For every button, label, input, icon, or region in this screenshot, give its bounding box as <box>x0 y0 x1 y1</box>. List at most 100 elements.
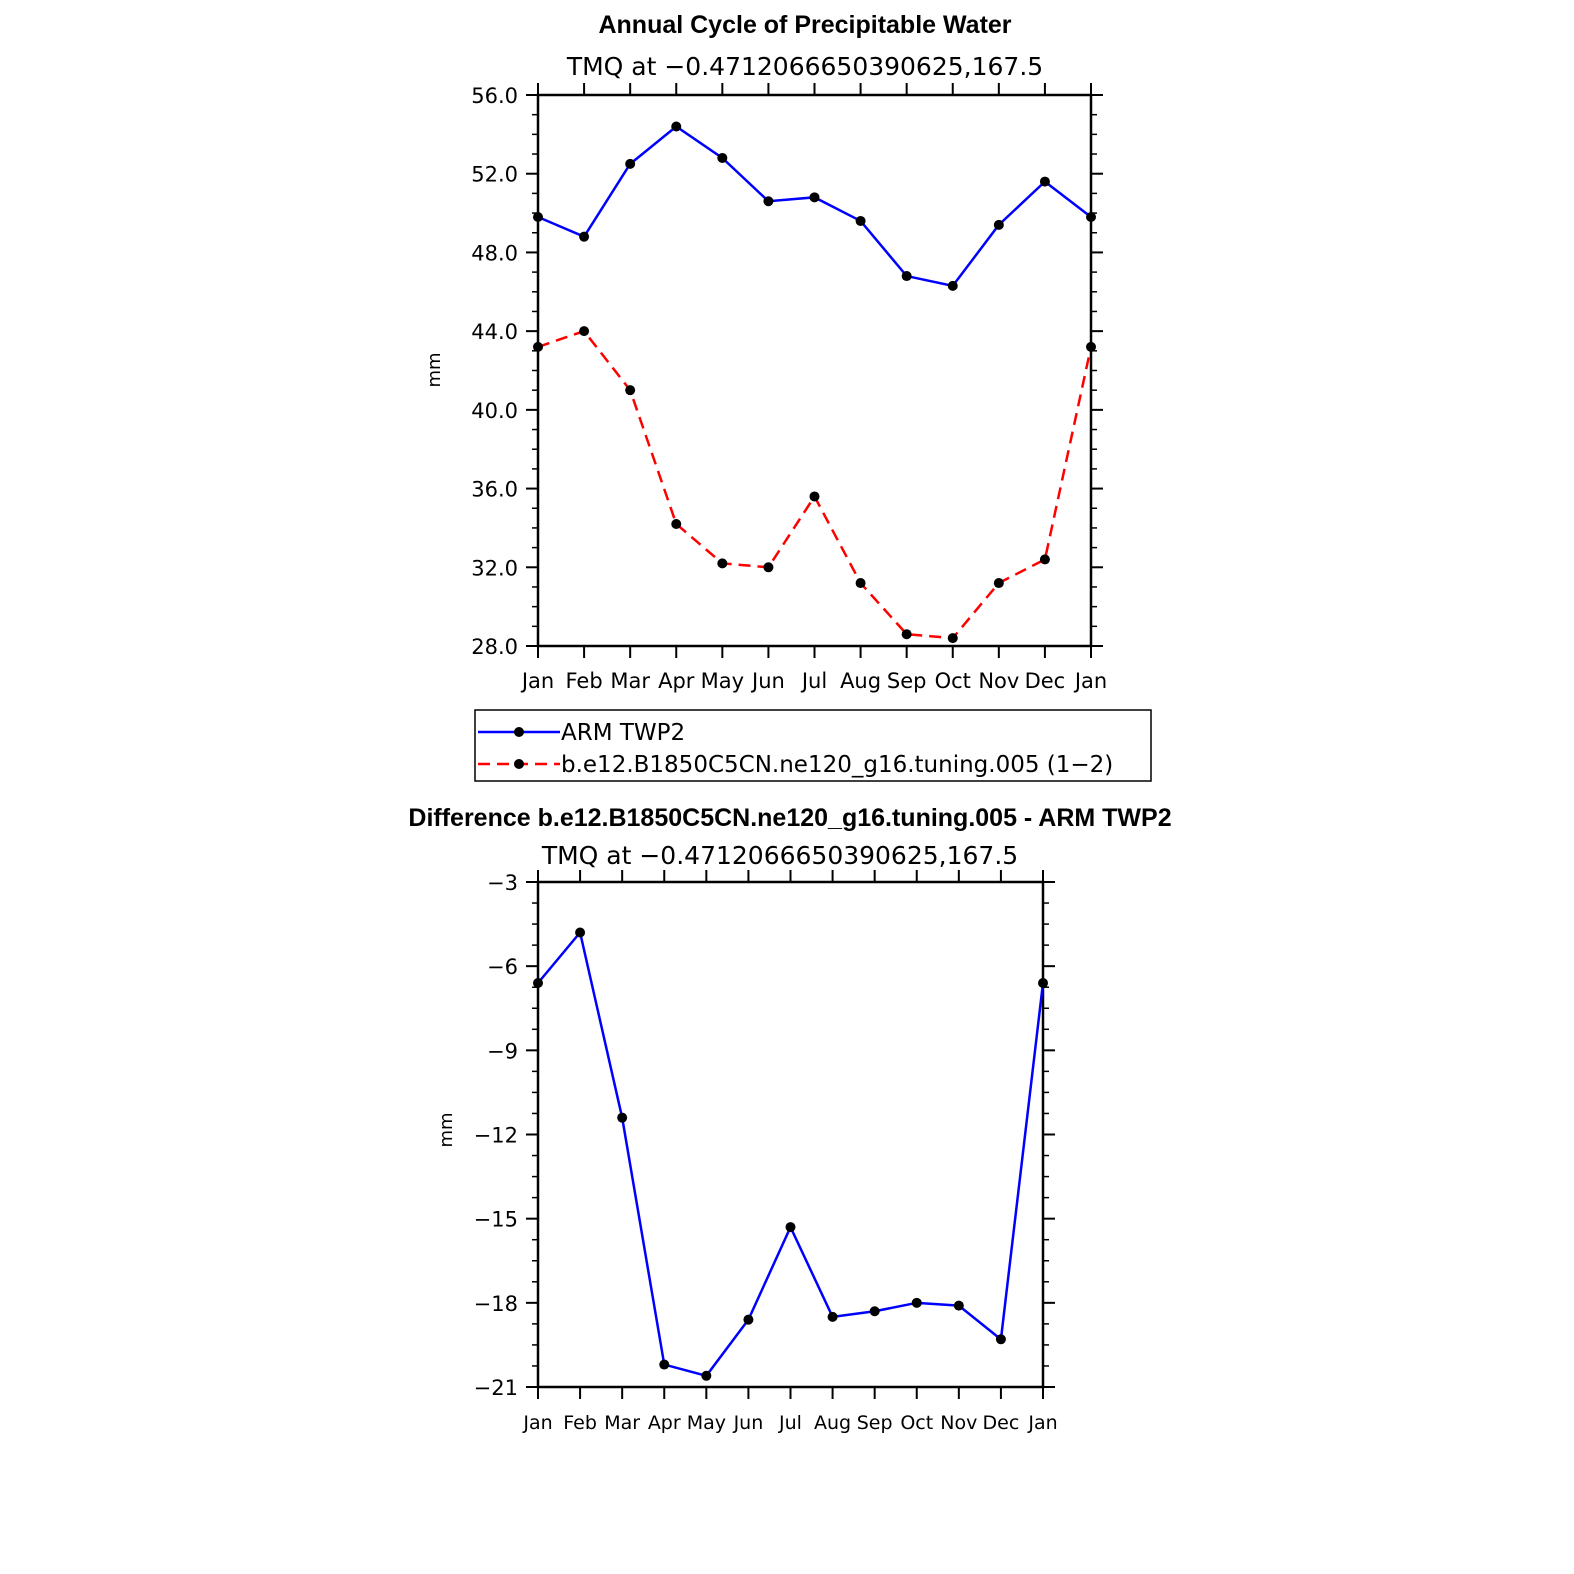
chart1-xtick-label: Jun <box>750 669 785 693</box>
chart2-ytick-label: −6 <box>487 955 518 979</box>
chart2-xtick-label: Jun <box>733 1412 764 1434</box>
chart1-series-1-point <box>993 578 1004 589</box>
chart2-axes: −21 −18 −15 −12 −9 −6 −3 Jan Feb Mar Apr May Jun Jul A… <box>474 870 1058 1434</box>
chart2-ytick-label: −12 <box>474 1124 518 1148</box>
chart1-ytick-label: 28.0 <box>471 635 518 659</box>
chart1-ytick-label: 56.0 <box>471 84 518 108</box>
chart1-series-0-point <box>1086 212 1096 223</box>
chart1-xtick-label: Apr <box>658 669 695 693</box>
chart1-xtick-label: Dec <box>1025 669 1066 693</box>
chart1-series-1-point <box>763 562 774 573</box>
chart1-axes: 28.0 32.0 36.0 40.0 44.0 48.0 52.0 56.0 Jan Feb Ma… <box>471 83 1107 693</box>
chart1-xtick-label: Nov <box>978 669 1019 693</box>
chart1-ytick-label: 32.0 <box>471 556 518 580</box>
chart1-series-0-point <box>993 219 1004 230</box>
chart2-subtitle: TMQ at −0.4712066650390625,167.5 <box>541 841 1018 870</box>
chart2-series-0-point <box>575 927 586 938</box>
chart2-series-0-line <box>537 929 1045 1378</box>
chart1-series-1-point <box>1039 554 1050 565</box>
chart2-series-0-point <box>869 1306 880 1317</box>
legend: ARM TWP2 b.e12.B1850C5CN.ne120_g16.tunin… <box>474 709 1152 782</box>
chart1-xtick-label: Jan <box>1073 669 1107 693</box>
chart1-marks <box>533 121 1096 644</box>
chart1-series-0-point <box>533 212 543 223</box>
chart2-xtick-label: Jan <box>522 1412 552 1434</box>
chart2-ytick-label: −21 <box>474 1376 518 1400</box>
chart2-ytick-label: −15 <box>474 1208 518 1232</box>
chart1-series-0-point <box>671 121 682 132</box>
chart1-series-0-point <box>717 152 728 163</box>
chart2-xtick-label: May <box>687 1412 726 1434</box>
chart2-xtick-label: Oct <box>900 1412 933 1434</box>
chart2-marks <box>533 927 1048 1381</box>
chart1-xtick-label: Jan <box>520 669 554 693</box>
chart1-series-0-point <box>625 158 636 169</box>
chart2-series-0-point <box>995 1334 1006 1345</box>
chart1-ytick-label: 52.0 <box>471 163 518 187</box>
chart1-subtitle: TMQ at −0.4712066650390625,167.5 <box>566 52 1043 81</box>
chart2-xtick-label: Nov <box>940 1412 977 1434</box>
chart2-xtick-label: Sep <box>857 1412 893 1434</box>
chart2-xtick-label: Jul <box>778 1412 802 1434</box>
chart2-series-0-point <box>827 1311 838 1322</box>
chart2-xtick-label: Dec <box>983 1412 1020 1434</box>
chart1-series-1-point <box>717 558 728 569</box>
legend-marker-model <box>514 759 524 769</box>
chart2-series-0-point <box>1038 978 1048 988</box>
chart1-xtick-label: Mar <box>610 669 650 693</box>
chart1-series-0-point <box>809 192 820 203</box>
chart1-series-1-point <box>671 518 682 529</box>
chart2-ytick-label: −3 <box>487 871 518 895</box>
chart1-xtick-label: Oct <box>935 669 971 693</box>
chart1-xtick-label: Jul <box>800 669 827 693</box>
chart2-xtick-label: Aug <box>814 1412 851 1434</box>
chart1-series-0-point <box>1039 176 1050 187</box>
chart1-ytick-label: 48.0 <box>471 241 518 265</box>
chart1-series-1-point <box>855 578 866 589</box>
chart2-series-0-point <box>785 1222 796 1233</box>
chart2-series-0-point <box>617 1112 628 1123</box>
chart1-series-1-point <box>533 341 543 352</box>
chart1-xtick-label: Aug <box>840 669 881 693</box>
chart1-xtick-label: May <box>701 669 744 693</box>
chart1-series-1-point <box>579 326 590 337</box>
chart1-series-1-line <box>537 329 1093 640</box>
chart2-series-0-point <box>659 1359 670 1370</box>
chart1-title: Annual Cycle of Precipitable Water <box>598 11 1011 39</box>
chart1-series-0-point <box>901 271 912 282</box>
chart2-series-0-point <box>911 1297 922 1308</box>
chart1-series-0-line <box>537 124 1092 288</box>
chart2-xtick-label: Mar <box>604 1412 640 1434</box>
annual-cycle-chart: Annual Cycle of Precipitable Water TMQ a… <box>424 11 1107 693</box>
chart1-series-0-point <box>579 231 590 242</box>
chart1-ytick-label: 40.0 <box>471 399 518 423</box>
chart2-series-0-point <box>701 1370 712 1381</box>
chart2-ylabel: mm <box>436 1112 457 1147</box>
chart1-ytick-label: 36.0 <box>471 478 518 502</box>
chart2-ytick-label: −18 <box>474 1292 518 1316</box>
chart1-ytick-label: 44.0 <box>471 320 518 344</box>
chart2-ytick-label: −9 <box>487 1039 518 1063</box>
chart2-series-0-point <box>743 1314 754 1325</box>
chart1-ylabel: mm <box>424 352 445 387</box>
legend-box <box>474 709 1152 782</box>
chart2-xtick-label: Feb <box>563 1412 597 1434</box>
difference-chart: Difference b.e12.B1850C5CN.ne120_g16.tun… <box>408 804 1171 1434</box>
chart1-xtick-label: Sep <box>887 669 927 693</box>
chart1-xtick-label: Feb <box>565 669 602 693</box>
chart2-xtick-label: Jan <box>1027 1412 1057 1434</box>
chart1-series-1-point <box>1086 341 1096 352</box>
legend-label-arm: ARM TWP2 <box>561 720 685 746</box>
chart1-series-1-point <box>625 385 636 396</box>
chart2-series-0-point <box>953 1300 964 1311</box>
chart1-series-0-point <box>763 196 774 207</box>
chart1-series-0-point <box>947 280 958 291</box>
legend-label-model: b.e12.B1850C5CN.ne120_g16.tuning.005 (1−… <box>561 752 1113 778</box>
chart1-series-1-point <box>947 633 958 644</box>
chart2-series-0-point <box>533 978 543 988</box>
chart1-series-1-point <box>901 629 912 640</box>
chart2-xtick-label: Apr <box>648 1412 681 1434</box>
chart2-title: Difference b.e12.B1850C5CN.ne120_g16.tun… <box>408 804 1171 832</box>
chart1-series-1-point <box>809 491 820 502</box>
